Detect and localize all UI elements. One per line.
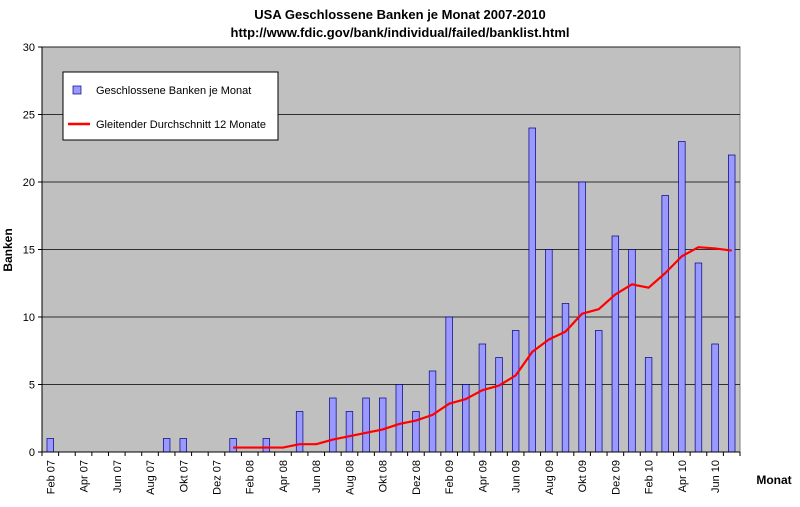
bar — [528, 127, 536, 453]
bar — [329, 397, 337, 453]
x-tick-label: Jun 07 — [112, 460, 124, 493]
x-tick-label: Dez 08 — [411, 460, 423, 495]
bar — [428, 370, 437, 453]
legend-line-label: Gleitender Durchschnitt 12 Monate — [96, 119, 266, 131]
bar — [511, 330, 520, 453]
bar — [495, 357, 503, 453]
x-tick-label: Feb 07 — [45, 460, 57, 494]
bar — [412, 411, 420, 453]
x-tick-label: Dez 09 — [610, 460, 622, 495]
x-tick-label: Aug 09 — [544, 460, 556, 495]
bar — [545, 249, 553, 453]
chart-title: USA Geschlossene Banken je Monat 2007-20… — [254, 7, 545, 22]
y-tick-label: 20 — [23, 177, 35, 189]
bar — [678, 141, 686, 453]
x-tick-label: Feb 09 — [444, 460, 456, 494]
bar — [595, 330, 603, 453]
bar — [711, 343, 719, 453]
x-tick-label: Okt 09 — [577, 460, 589, 492]
x-tick-label: Okt 07 — [178, 460, 190, 492]
bar — [262, 438, 271, 453]
x-tick-label: Aug 08 — [344, 460, 356, 495]
bar — [728, 154, 736, 453]
bar — [162, 438, 171, 453]
bar — [561, 303, 570, 453]
x-tick-label: Feb 08 — [245, 460, 257, 494]
bar — [179, 438, 187, 453]
y-tick-label: 10 — [23, 312, 35, 324]
legend-box — [62, 71, 279, 141]
chart-subtitle: http://www.fdic.gov/bank/individual/fail… — [231, 25, 570, 40]
bar — [362, 397, 370, 453]
bar — [628, 249, 636, 453]
y-axis: 0 5 10 15 20 25 30 — [23, 42, 43, 459]
legend-bar-label: Geschlossene Banken je Monat — [96, 85, 251, 97]
y-tick-label: 5 — [29, 380, 35, 392]
bar-series — [46, 127, 736, 453]
bar — [694, 262, 703, 453]
bar — [462, 384, 470, 453]
bar — [661, 195, 669, 453]
x-axis: Feb 07 Apr 07 Jun 07 Aug 07 Okt 07 Dez 07 Feb … — [41, 451, 741, 495]
x-tick-label: Aug 07 — [145, 460, 157, 495]
x-tick-label: Apr 10 — [677, 460, 689, 492]
y-tick-label: 30 — [23, 42, 35, 54]
y-tick-label: 0 — [29, 447, 35, 459]
bar — [445, 316, 453, 453]
legend: Geschlossene Banken je Monat Gleitender … — [62, 71, 279, 141]
bar — [395, 384, 403, 453]
bar — [229, 438, 237, 453]
x-axis-title: Monat — [756, 473, 791, 487]
bar — [611, 235, 620, 453]
y-tick-label: 15 — [23, 245, 35, 257]
x-tick-label: Okt 08 — [378, 460, 390, 492]
line-series — [233, 246, 732, 449]
x-tick-label: Apr 07 — [79, 460, 91, 492]
bar — [345, 411, 354, 453]
bar — [295, 411, 304, 453]
x-tick-label: Jun 08 — [311, 460, 323, 493]
bar — [379, 397, 387, 453]
moving-average-line — [233, 246, 732, 449]
x-tick-label: Apr 09 — [477, 460, 489, 492]
x-tick-label: Jun 09 — [511, 460, 523, 493]
legend-bar-swatch — [72, 85, 82, 95]
x-tick-label: Apr 08 — [278, 460, 290, 492]
x-tick-label: Feb 10 — [644, 460, 656, 494]
x-tick-label: Dez 07 — [212, 460, 224, 495]
bar — [46, 438, 54, 453]
x-tick-label: Jun 10 — [710, 460, 722, 493]
y-tick-label: 25 — [23, 110, 35, 122]
bar — [644, 357, 653, 453]
y-axis-title: Banken — [1, 228, 15, 271]
bar — [478, 343, 487, 453]
